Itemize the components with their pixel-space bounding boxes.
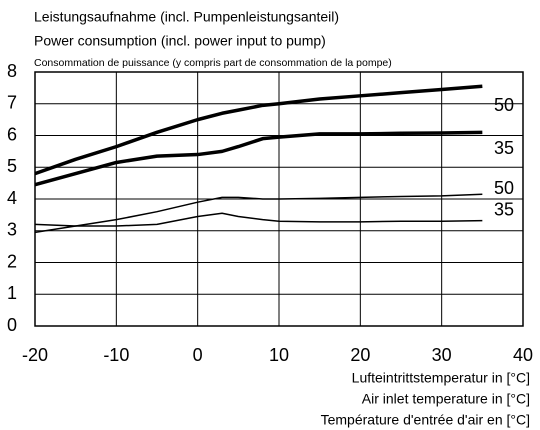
x-tick-label: 40 [513, 345, 533, 365]
series-label: 35 [494, 199, 514, 219]
y-tick-label: 1 [7, 283, 17, 303]
x-tick-label: 0 [193, 345, 203, 365]
x-tick-label: 20 [350, 345, 370, 365]
x-axis-label: Lufteintrittstemperatur in [°C] [352, 370, 530, 386]
chart-title: Consommation de puissance (y compris par… [34, 57, 392, 69]
y-tick-label: 3 [7, 220, 17, 240]
series-line [34, 212, 483, 227]
x-tick-label: 10 [269, 345, 289, 365]
x-axis-label: Air inlet temperature in [°C] [362, 391, 530, 407]
series-line [34, 84, 483, 176]
y-tick-label: 0 [7, 315, 17, 335]
y-tick-label: 2 [7, 251, 17, 271]
y-tick-label: 7 [7, 93, 17, 113]
y-tick-label: 4 [7, 188, 17, 208]
series-label: 50 [494, 95, 514, 115]
x-tick-label: -10 [103, 345, 129, 365]
x-axis-label: Température d'entrée d'air en [°C] [321, 412, 530, 428]
y-tick-label: 8 [7, 61, 17, 81]
plot-frame [34, 71, 524, 327]
x-tick-label: -20 [22, 345, 48, 365]
series-label: 50 [494, 178, 514, 198]
chart-title: Power consumption (incl. power input to … [34, 33, 326, 49]
chart-title: Leistungsaufnahme (incl. Pumpenleistungs… [34, 9, 339, 25]
series-line [34, 130, 483, 187]
y-tick-label: 5 [7, 156, 17, 176]
y-tick-label: 6 [7, 124, 17, 144]
series-label: 35 [494, 138, 514, 158]
x-tick-label: 30 [432, 345, 452, 365]
series-line [34, 193, 483, 234]
